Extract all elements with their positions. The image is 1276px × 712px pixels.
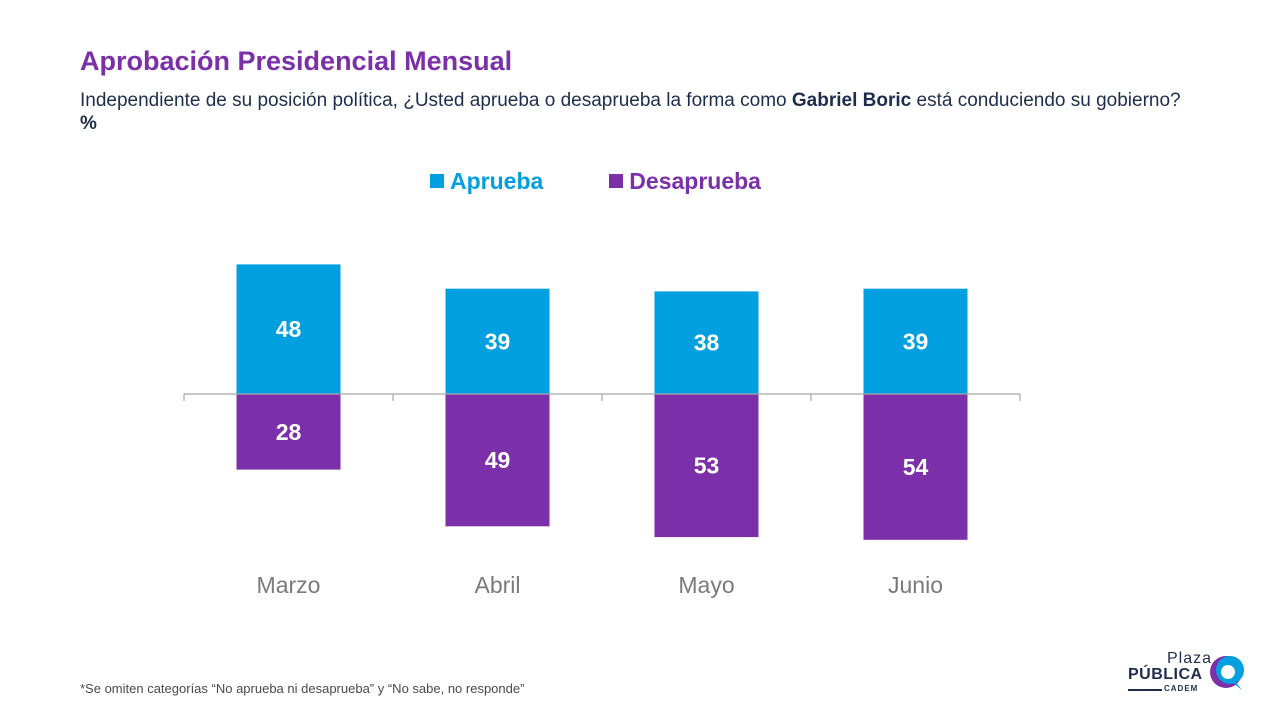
data-label-desaprueba: 53	[694, 453, 720, 479]
subtitle-text-end: está conduciendo su gobierno?	[911, 90, 1181, 111]
legend-swatch-desaprueba	[609, 174, 624, 188]
legend-label-aprueba: Aprueba	[450, 167, 544, 194]
data-label-aprueba: 39	[485, 328, 511, 354]
legend-item-aprueba: Aprueba	[430, 168, 543, 195]
subtitle-highlight: Gabriel Boric	[791, 90, 912, 111]
chart-title: Aprobación Presidencial Mensual	[80, 46, 513, 76]
subtitle-text: Independiente de su posición política, ¿…	[80, 90, 792, 111]
category-label: Abril	[474, 572, 520, 598]
legend-label-desaprueba: Desaprueba	[629, 167, 761, 194]
bar-desaprueba	[445, 394, 550, 527]
bar-desaprueba	[863, 394, 968, 540]
legend-swatch-aprueba	[430, 174, 444, 188]
data-label-aprueba: 38	[694, 330, 720, 356]
bar-desaprueba	[236, 394, 341, 470]
bar-desaprueba	[654, 394, 759, 538]
footnote: *Se omiten categorías “No aprueba ni des…	[80, 681, 525, 696]
data-label-aprueba: 48	[276, 316, 302, 342]
logo-underline	[1128, 689, 1162, 691]
chart-subtitle: Independiente de su posición política, ¿…	[80, 89, 1190, 135]
category-label: Mayo	[678, 572, 734, 598]
legend-item-desaprueba: Desaprueba	[609, 168, 761, 195]
data-label-desaprueba: 28	[276, 419, 302, 445]
logo-text-cadem: CADEM	[1164, 684, 1199, 693]
logo-text-publica: PÚBLICA	[1128, 666, 1203, 683]
bar-aprueba	[863, 288, 968, 394]
chart-legend: Aprueba Desaprueba	[430, 166, 827, 196]
speech-bubble-icon	[1210, 656, 1244, 690]
bar-aprueba	[654, 291, 759, 394]
data-label-desaprueba: 49	[485, 447, 511, 473]
category-label: Junio	[888, 572, 943, 598]
plaza-publica-logo: Plaza PÚBLICA CADEM	[1120, 650, 1250, 700]
data-label-desaprueba: 54	[903, 454, 929, 480]
bar-aprueba	[236, 264, 341, 394]
category-label: Marzo	[257, 572, 321, 598]
subtitle-unit: %	[80, 113, 97, 134]
logo-text-plaza: Plaza	[1166, 650, 1212, 667]
data-label-aprueba: 39	[903, 328, 929, 354]
bar-aprueba	[445, 288, 550, 394]
